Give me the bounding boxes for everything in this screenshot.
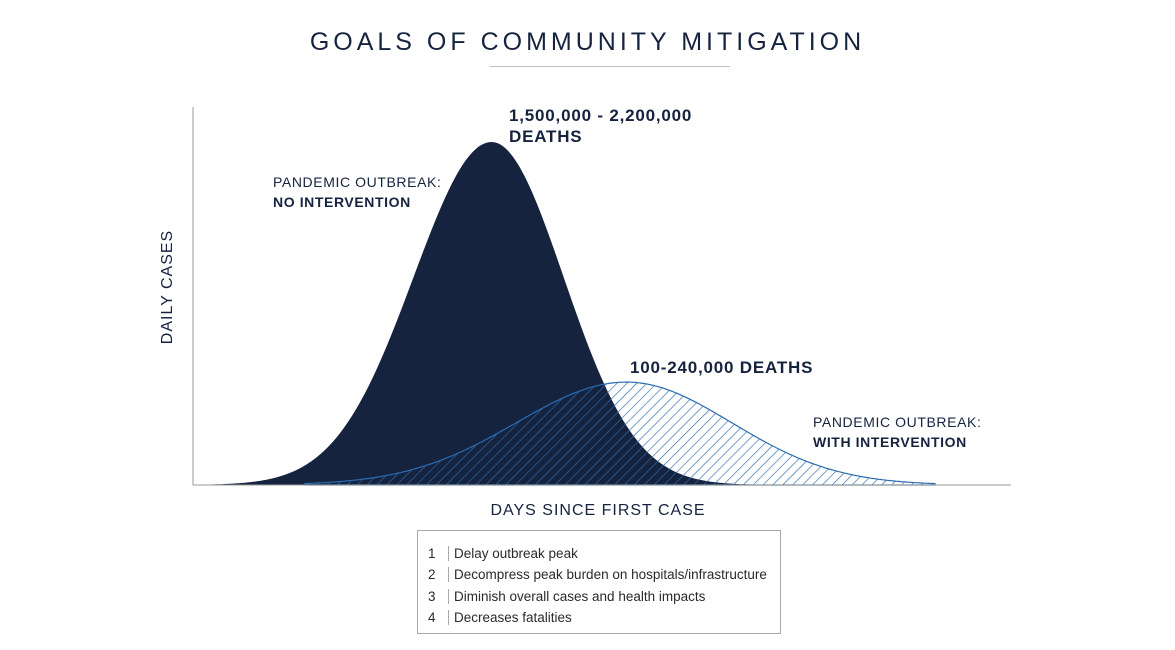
chart-title: GOALS OF COMMUNITY MITIGATION	[309, 28, 866, 56]
series-no-intervention-area	[193, 142, 800, 485]
title-divider	[490, 66, 730, 67]
goal-item: 2 Decompress peak burden on hospitals/inf…	[428, 564, 780, 585]
with-intervention-label: PANDEMIC OUTBREAK: WITH INTERVENTION	[813, 412, 981, 452]
with-intervention-label-line1: PANDEMIC OUTBREAK:	[813, 414, 982, 430]
goal-number: 1	[428, 546, 449, 562]
goal-number: 4	[428, 610, 449, 626]
goal-number: 2	[428, 567, 449, 583]
deaths-no-intervention: 1,500,000 - 2,200,000 DEATHS	[509, 105, 692, 147]
deaths-no-intervention-line1: 1,500,000 - 2,200,000	[509, 106, 693, 125]
goal-item: 4 Decreases fatalities	[428, 607, 780, 628]
goal-text: Diminish overall cases and health impact…	[454, 588, 706, 604]
y-axis-label: DAILY CASES	[159, 229, 176, 345]
no-intervention-label-line2: NO INTERVENTION	[273, 194, 411, 210]
series-with-intervention-area	[304, 381, 936, 486]
with-intervention-label-line2: WITH INTERVENTION	[813, 434, 967, 450]
no-intervention-label-line1: PANDEMIC OUTBREAK:	[273, 174, 442, 190]
goal-text: Decreases fatalities	[454, 610, 572, 626]
goal-item: 3 Diminish overall cases and health impac…	[428, 586, 780, 607]
goal-text: Decompress peak burden on hospitals/infr…	[454, 567, 767, 583]
goal-number: 3	[428, 588, 449, 604]
goals-legend-box: 1 Delay outbreak peak 2 Decompress peak bur…	[417, 530, 781, 634]
goal-text: Delay outbreak peak	[454, 546, 578, 562]
deaths-with-intervention: 100-240,000 DEATHS	[630, 358, 814, 377]
goal-item: 1 Delay outbreak peak	[428, 543, 780, 564]
no-intervention-label: PANDEMIC OUTBREAK: NO INTERVENTION	[273, 172, 441, 212]
deaths-no-intervention-line2: DEATHS	[509, 127, 583, 146]
x-axis-label: DAYS SINCE FIRST CASE	[490, 502, 706, 519]
